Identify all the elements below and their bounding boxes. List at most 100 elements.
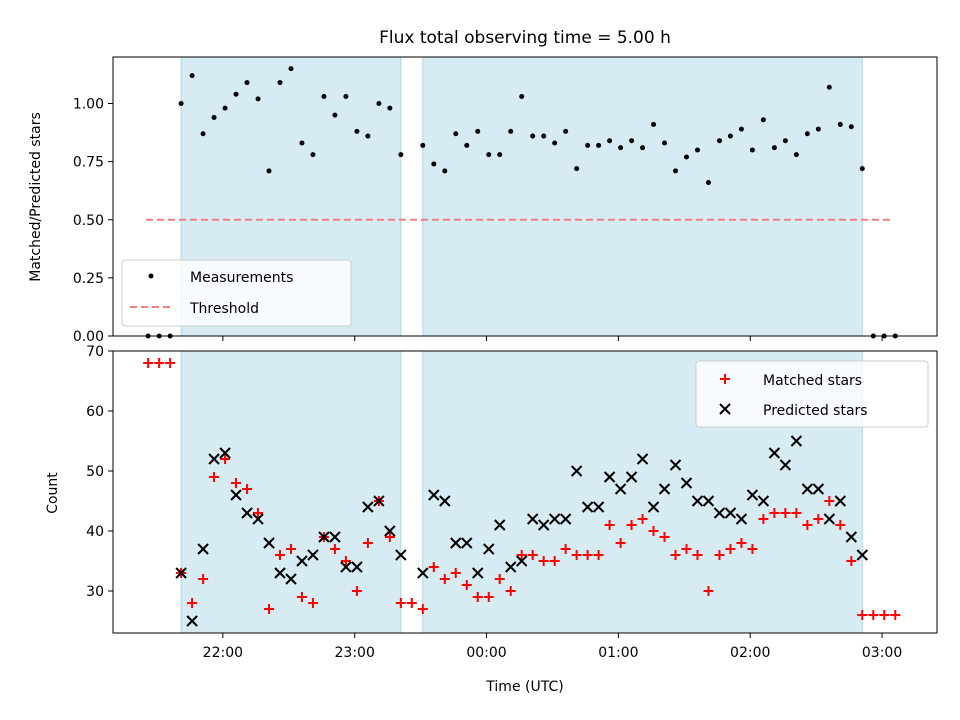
matched-star-point <box>648 526 659 536</box>
predicted-star-point <box>834 495 847 507</box>
measurement-point <box>277 80 283 86</box>
matched-star-point <box>362 538 373 548</box>
matched-star-point <box>560 544 571 554</box>
predicted-star-point <box>768 447 781 459</box>
matched-star-point <box>780 508 791 518</box>
predicted-star-point <box>219 447 231 459</box>
predicted-star-point <box>779 459 792 471</box>
matched-star-point <box>231 478 242 488</box>
measurement-point <box>420 142 426 148</box>
predicted-star-point <box>340 561 352 573</box>
predicted-star-point <box>625 471 638 483</box>
predicted-star-point <box>439 495 451 507</box>
matched-star-point <box>659 532 670 542</box>
predicted-star-point <box>285 573 297 585</box>
measurement-point <box>233 91 239 97</box>
predicted-star-point <box>559 513 572 525</box>
measurement-point <box>859 166 865 172</box>
measurement-point <box>607 138 613 144</box>
legend-measurements-marker <box>148 273 154 279</box>
measurement-point <box>705 180 711 186</box>
predicted-stars-series <box>175 435 868 627</box>
measurement-point <box>793 152 799 158</box>
matched-star-point <box>154 358 165 368</box>
predicted-star-point <box>526 513 539 525</box>
matched-star-point <box>209 472 220 482</box>
predicted-star-point <box>680 477 693 489</box>
measurement-point <box>738 126 744 132</box>
predicted-star-point <box>307 549 319 561</box>
measurement-point <box>332 112 338 118</box>
x-tick-label: 01:00 <box>598 645 638 661</box>
predicted-star-point <box>647 501 660 513</box>
measurement-point <box>618 145 624 151</box>
matched-star-point <box>692 550 703 560</box>
matched-star-point <box>813 514 824 524</box>
predicted-star-point <box>252 513 264 525</box>
predicted-star-point <box>197 543 209 555</box>
predicted-star-point <box>483 543 495 555</box>
bottom-plot-frame <box>112 350 938 634</box>
predicted-star-point <box>208 453 220 465</box>
matched-star-point <box>857 610 868 620</box>
measurement-point <box>563 128 569 134</box>
measurement-point <box>771 145 777 151</box>
measurement-point <box>211 114 217 120</box>
matched-star-point <box>670 550 681 560</box>
matched-star-point <box>681 544 692 554</box>
legend-measurements-label: Measurements <box>190 270 293 286</box>
predicted-star-point <box>636 453 649 465</box>
x-tick-label: 22:00 <box>203 645 243 661</box>
top-legend-box <box>121 259 352 327</box>
matched-star-point <box>637 514 648 524</box>
measurement-point <box>288 66 294 72</box>
matched-star-point <box>516 550 527 560</box>
measurement-point <box>530 133 536 139</box>
predicted-star-point <box>318 531 330 543</box>
bottom-y-tick-label: 60 <box>86 404 104 420</box>
matched-star-point <box>395 598 406 608</box>
matched-star-point <box>868 610 879 620</box>
matched-star-point <box>428 562 439 572</box>
matched-star-point <box>736 538 747 548</box>
predicted-star-point <box>614 483 627 495</box>
measurement-point <box>749 147 755 153</box>
predicted-star-point <box>296 555 308 567</box>
predicted-star-point <box>713 507 726 519</box>
predicted-star-point <box>724 507 737 519</box>
matched-star-point <box>604 520 615 530</box>
predicted-star-point <box>658 483 671 495</box>
matched-star-point <box>264 604 275 614</box>
matched-star-point <box>340 556 351 566</box>
top-panel: Flux total observing time = 5.00 h Match… <box>28 28 938 345</box>
predicted-star-point <box>735 513 748 525</box>
measurement-point <box>244 80 250 86</box>
measurement-point <box>376 101 382 106</box>
bottom-y-tick-label: 70 <box>86 344 104 360</box>
matched-star-point <box>769 508 780 518</box>
measurement-point <box>189 73 195 79</box>
predicted-star-point <box>603 471 616 483</box>
measurement-point <box>299 140 305 146</box>
bottom-x-ticks: 22:00 23:00 00:00 01:00 02:00 03:00 <box>203 633 902 661</box>
matched-star-point <box>494 574 505 584</box>
measurement-point <box>508 128 514 134</box>
matched-star-point <box>187 598 198 608</box>
predicted-star-point <box>428 489 440 501</box>
measurement-point <box>541 133 547 139</box>
measurement-point <box>310 152 316 158</box>
predicted-star-point <box>175 567 187 579</box>
measurement-point <box>475 128 481 134</box>
measurement-point <box>760 117 766 123</box>
predicted-star-point <box>801 483 814 495</box>
matched-star-point <box>615 538 626 548</box>
x-tick-label: 23:00 <box>335 645 375 661</box>
matched-star-point <box>220 454 231 464</box>
top-y-axis-label: Matched/Predicted stars <box>28 112 44 282</box>
predicted-star-point <box>263 537 275 549</box>
measurement-point <box>651 121 657 127</box>
predicted-star-point <box>691 495 704 507</box>
predicted-star-point <box>494 519 506 531</box>
measurement-point <box>552 140 558 146</box>
matched-star-point <box>406 598 417 608</box>
